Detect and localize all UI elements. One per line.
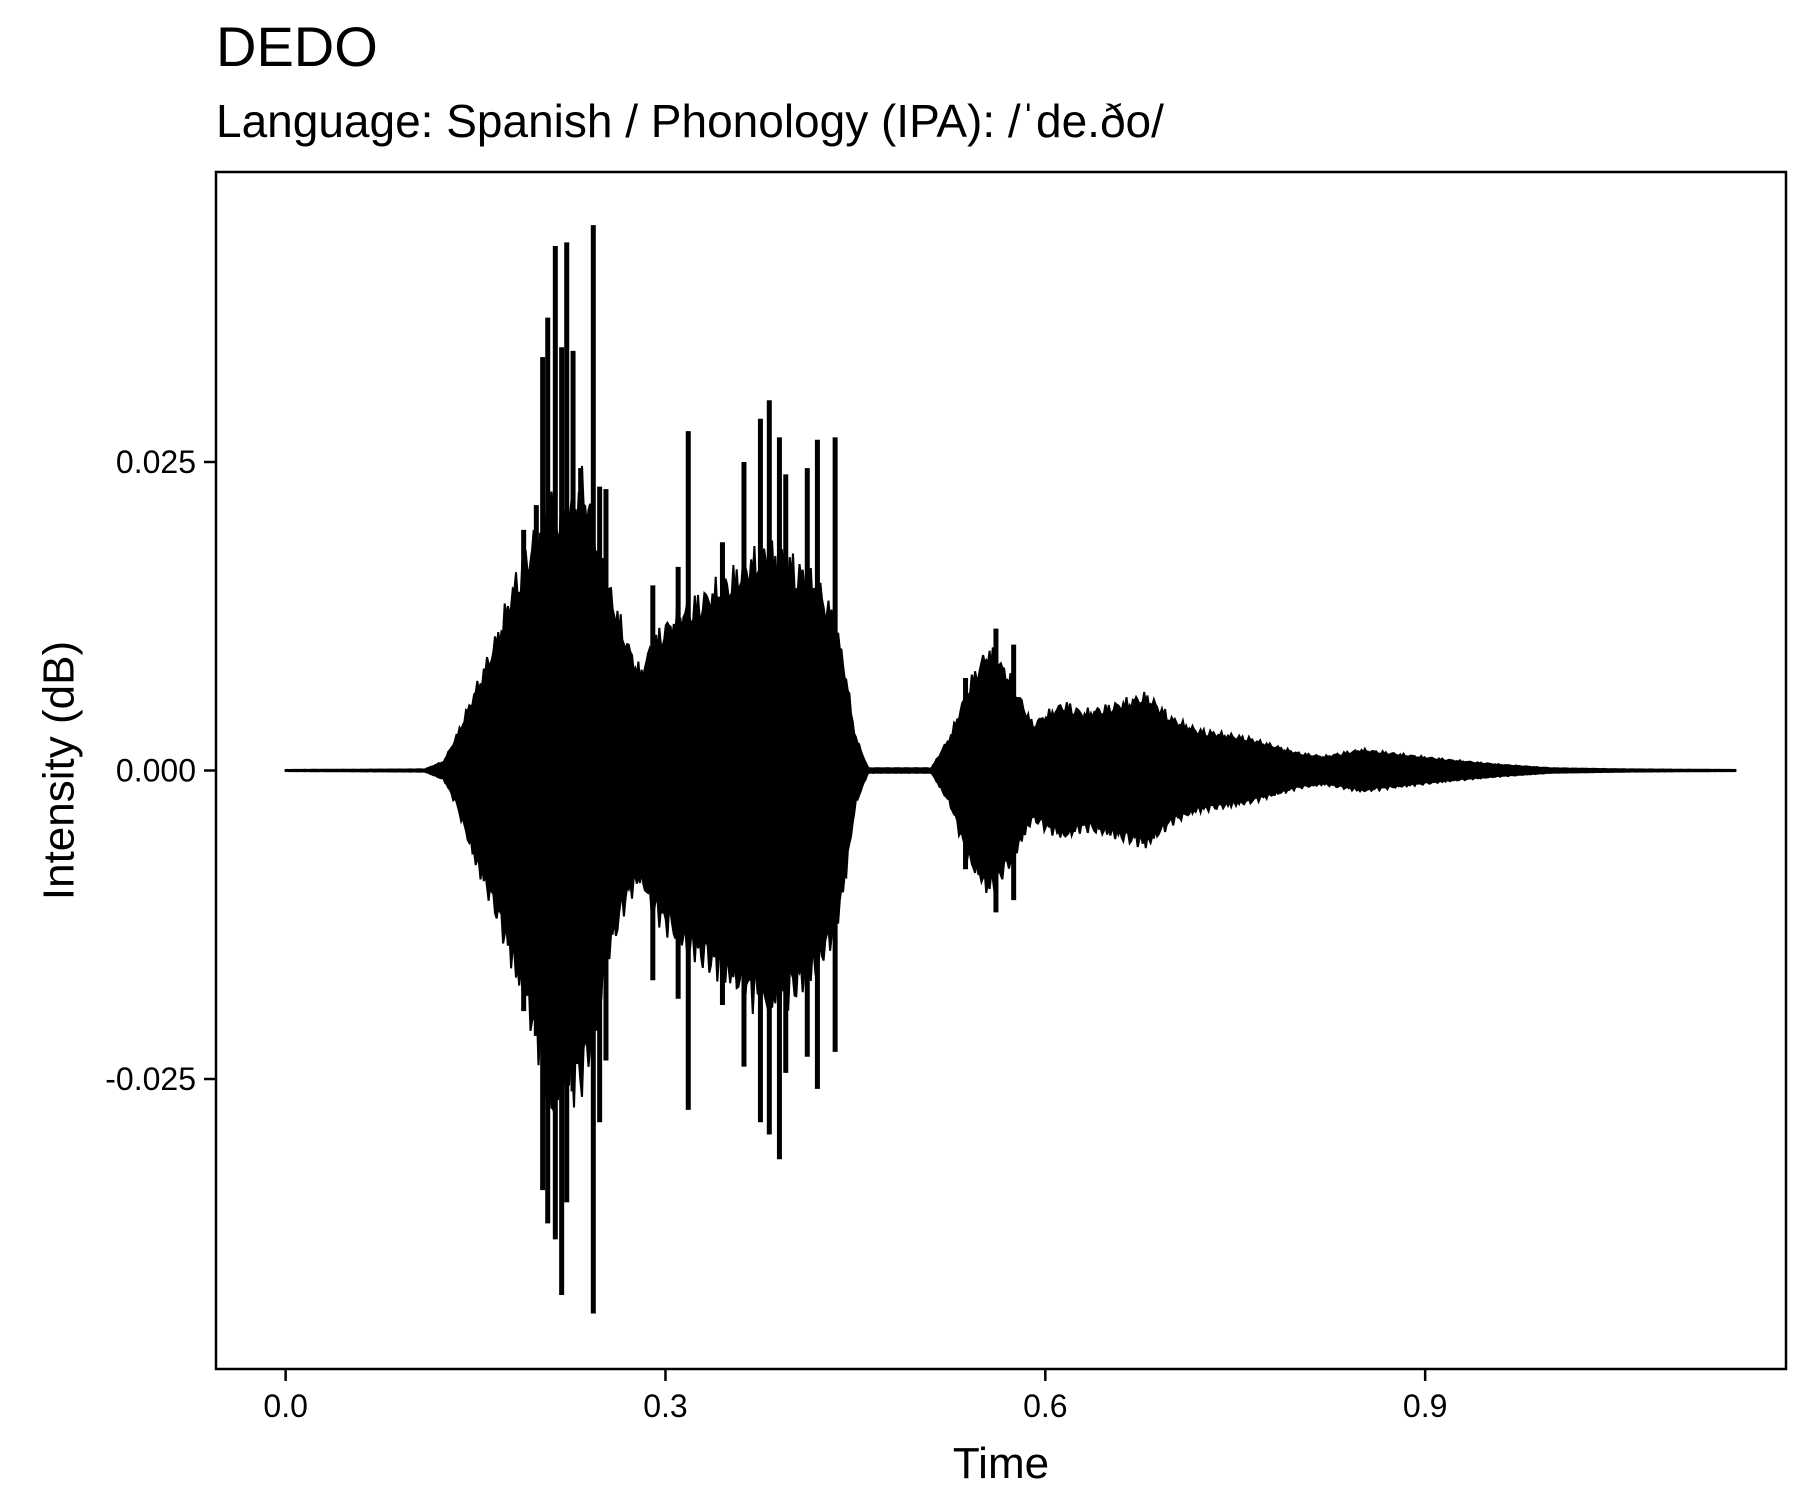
x-tick-label-3: 0.9	[1403, 1388, 1447, 1424]
y-axis: -0.025 0.000 0.025	[105, 444, 216, 1097]
x-tick-label-1: 0.3	[643, 1388, 687, 1424]
plot-area	[284, 225, 1737, 1314]
waveform-spikes	[521, 225, 1017, 1314]
chart-subtitle: Language: Spanish / Phonology (IPA): /ˈd…	[216, 95, 1164, 147]
x-axis: 0.0 0.3 0.6 0.9	[263, 1369, 1447, 1424]
x-tick-label-2: 0.6	[1023, 1388, 1067, 1424]
x-axis-title: Time	[953, 1439, 1049, 1488]
y-axis-title: Intensity (dB)	[34, 641, 83, 900]
x-tick-label-0: 0.0	[263, 1388, 307, 1424]
y-tick-label-1: 0.000	[116, 753, 196, 789]
waveform-envelope	[284, 465, 1737, 1115]
y-tick-label-0: -0.025	[105, 1061, 196, 1097]
y-tick-label-2: 0.025	[116, 444, 196, 480]
chart-title: DEDO	[216, 15, 378, 78]
